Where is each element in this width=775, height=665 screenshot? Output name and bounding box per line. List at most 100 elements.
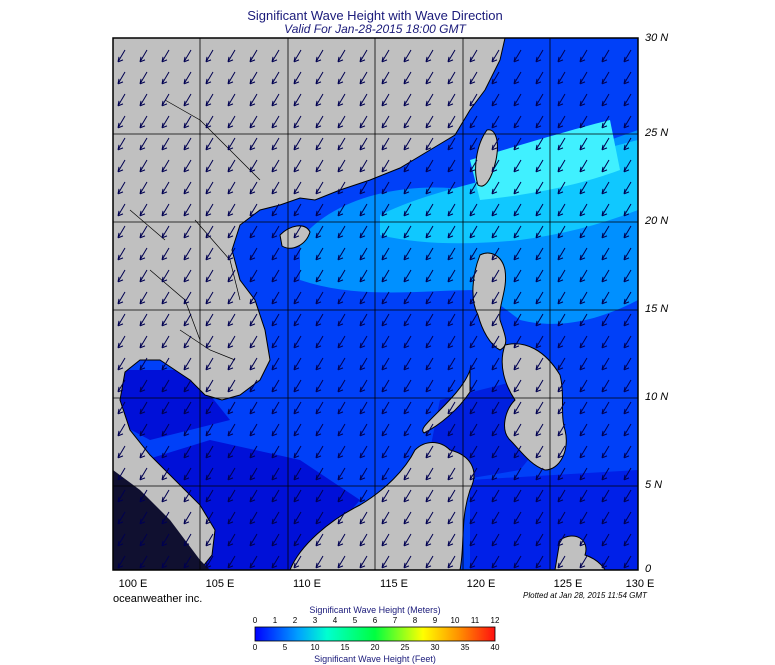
wave-arrow (425, 379, 434, 393)
wave-arrow (271, 313, 280, 327)
wave-arrow (359, 533, 368, 547)
wave-arrow (491, 93, 500, 107)
wave-arrow (469, 225, 478, 239)
feet-tick: 40 (490, 643, 500, 652)
wave-arrow (205, 203, 214, 217)
wave-arrow (535, 401, 544, 415)
wave-arrow (425, 203, 434, 217)
wave-arrow (403, 423, 412, 437)
wave-arrow (293, 511, 302, 525)
wave-arrow (183, 225, 192, 239)
wave-arrow (557, 291, 566, 305)
wave-arrow (205, 115, 214, 129)
wave-arrow (315, 489, 324, 503)
wave-arrow (469, 93, 478, 107)
wave-arrow (227, 335, 236, 349)
wave-arrow (271, 379, 280, 393)
meters-tick: 1 (272, 616, 278, 625)
wave-arrow (249, 445, 258, 459)
wave-arrow (513, 313, 522, 327)
wave-arrow (557, 159, 566, 173)
wave-arrow (249, 203, 258, 217)
wave-arrow (535, 357, 544, 371)
wave-arrow (271, 93, 280, 107)
wave-arrow (579, 71, 588, 85)
wave-arrow (491, 357, 500, 371)
wave-arrow (601, 181, 610, 195)
wave-arrow (535, 137, 544, 151)
wave-arrow (359, 291, 368, 305)
wave-arrow (579, 489, 588, 503)
wave-arrow (535, 445, 544, 459)
wave-arrow (249, 511, 258, 525)
wave-arrow (491, 269, 500, 283)
wave-arrow (601, 423, 610, 437)
wave-arrow (359, 93, 368, 107)
wave-arrow (315, 357, 324, 371)
wave-arrow (403, 181, 412, 195)
wave-arrow (447, 115, 456, 129)
wave-arrow (183, 247, 192, 261)
wave-arrow (403, 357, 412, 371)
wave-arrow (249, 401, 258, 415)
wave-arrow (469, 445, 478, 459)
wave-arrow (601, 93, 610, 107)
wave-arrow (249, 357, 258, 371)
wave-arrow (183, 71, 192, 85)
wave-arrow (469, 555, 478, 569)
wave-arrow (249, 379, 258, 393)
wave-arrow (447, 269, 456, 283)
wave-arrow (271, 445, 280, 459)
wave-arrow (227, 423, 236, 437)
wave-arrow (425, 93, 434, 107)
wave-arrow (271, 49, 280, 63)
lon-label-120e: 120 E (466, 578, 496, 590)
wave-arrow (425, 335, 434, 349)
wave-arrow (579, 423, 588, 437)
wave-arrow (601, 203, 610, 217)
wave-arrow (535, 423, 544, 437)
wave-arrow (271, 533, 280, 547)
wave-direction-arrows (117, 49, 632, 569)
wave-arrow (557, 555, 566, 569)
luzon-island (472, 252, 507, 351)
wave-arrow (359, 225, 368, 239)
wave-arrow (425, 555, 434, 569)
wave-arrow (447, 203, 456, 217)
wave-arrow (381, 93, 390, 107)
wave-arrow (601, 511, 610, 525)
wave-arrow (425, 225, 434, 239)
wave-arrow (601, 533, 610, 547)
wave-arrow (359, 269, 368, 283)
wave-arrow (315, 533, 324, 547)
wave-arrow (227, 115, 236, 129)
wave-arrow (161, 379, 170, 393)
wave-arrow (293, 71, 302, 85)
wave-arrow (205, 225, 214, 239)
wave-arrow (337, 93, 346, 107)
feet-tick: 35 (460, 643, 470, 652)
wave-arrow (249, 533, 258, 547)
wave-arrow (315, 423, 324, 437)
wave-arrow (491, 247, 500, 261)
wave-arrow (491, 511, 500, 525)
wave-arrow (117, 423, 126, 437)
wave-arrow (293, 555, 302, 569)
wave-arrow (513, 137, 522, 151)
wave-arrow (117, 203, 126, 217)
wave-arrow (425, 291, 434, 305)
wave-arrow (557, 511, 566, 525)
wave-arrow (139, 313, 148, 327)
wave-arrow (447, 555, 456, 569)
wave-arrow (271, 511, 280, 525)
wave-arrow (139, 247, 148, 261)
lat-label-5n: 5 N (645, 479, 663, 491)
wave-arrow (227, 533, 236, 547)
wave-arrow (337, 533, 346, 547)
wave-arrow (557, 467, 566, 481)
wave-arrow (403, 489, 412, 503)
wave-arrow (139, 489, 148, 503)
wave-arrow (271, 269, 280, 283)
wave-arrow (117, 49, 126, 63)
wave-arrow (337, 335, 346, 349)
